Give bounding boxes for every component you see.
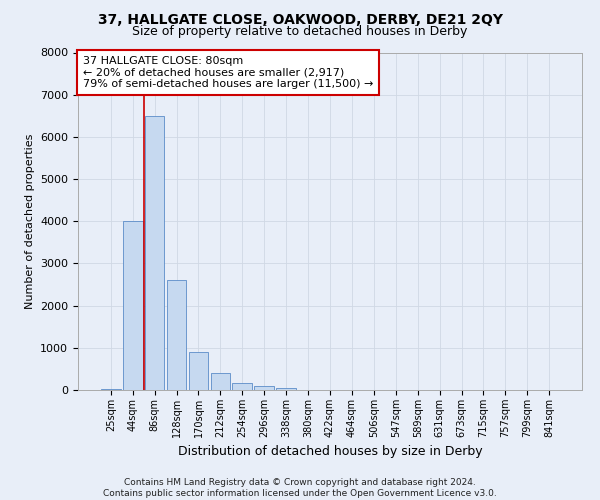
Bar [276, 388, 296, 390]
Bar [232, 382, 252, 390]
Text: 37 HALLGATE CLOSE: 80sqm
← 20% of detached houses are smaller (2,917)
79% of sem: 37 HALLGATE CLOSE: 80sqm ← 20% of detach… [83, 56, 373, 89]
X-axis label: Distribution of detached houses by size in Derby: Distribution of detached houses by size … [178, 446, 482, 458]
Text: Size of property relative to detached houses in Derby: Size of property relative to detached ho… [133, 25, 467, 38]
Bar [254, 386, 274, 390]
Y-axis label: Number of detached properties: Number of detached properties [25, 134, 35, 309]
Bar [188, 352, 208, 390]
Text: Contains HM Land Registry data © Crown copyright and database right 2024.
Contai: Contains HM Land Registry data © Crown c… [103, 478, 497, 498]
Bar [101, 389, 121, 390]
Bar [145, 116, 164, 390]
Text: 37, HALLGATE CLOSE, OAKWOOD, DERBY, DE21 2QY: 37, HALLGATE CLOSE, OAKWOOD, DERBY, DE21… [97, 12, 503, 26]
Bar [167, 280, 187, 390]
Bar [123, 221, 143, 390]
Bar [211, 373, 230, 390]
